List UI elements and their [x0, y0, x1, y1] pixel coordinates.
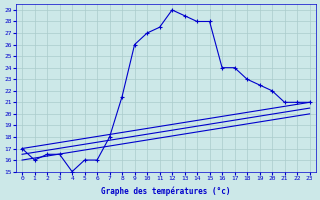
X-axis label: Graphe des températures (°c): Graphe des températures (°c)	[101, 186, 231, 196]
